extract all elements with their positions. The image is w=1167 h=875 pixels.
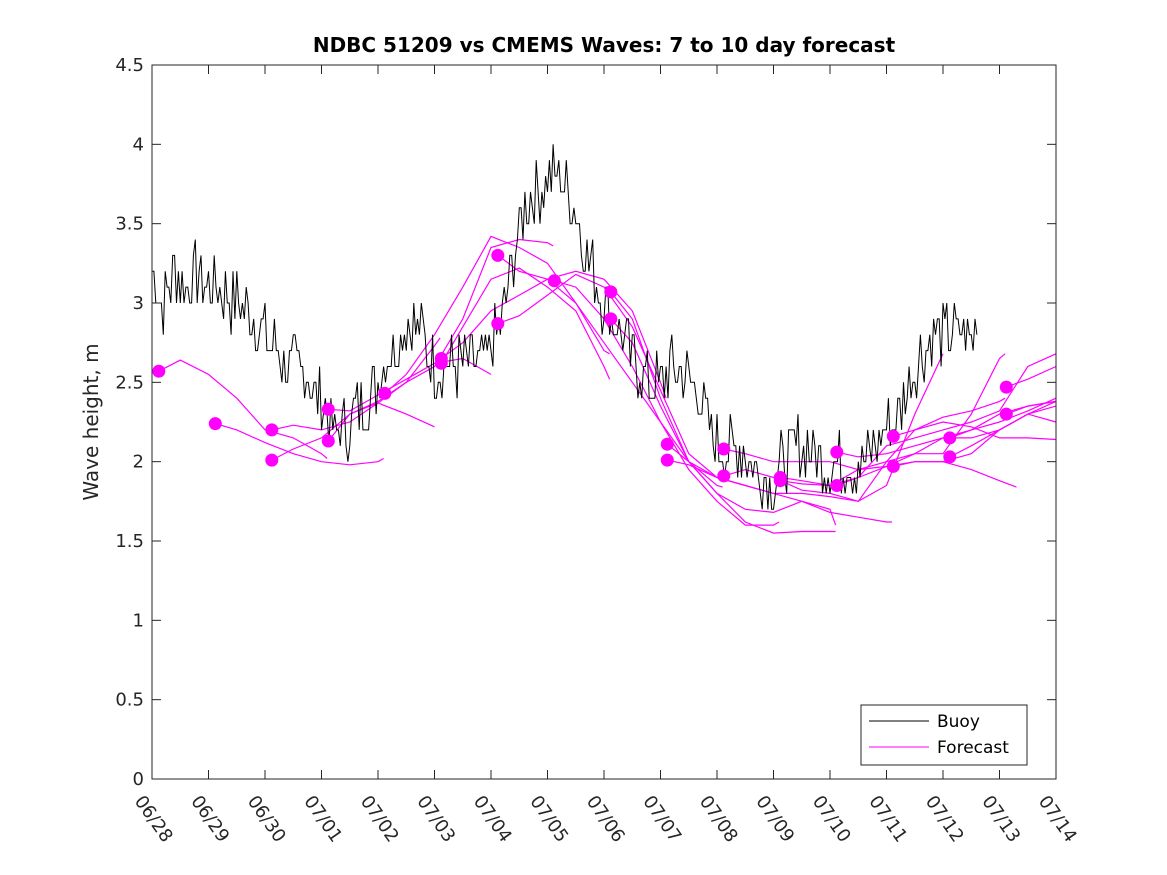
forecast-start-point — [717, 442, 731, 456]
x-tick-label: 07/05 — [525, 792, 572, 847]
y-tick-label: 1 — [133, 610, 144, 631]
forecast-start-point — [886, 429, 900, 443]
x-tick-label: 07/11 — [864, 792, 911, 847]
forecast-line — [497, 254, 723, 488]
forecast-start-point — [773, 474, 787, 488]
forecast-start-point — [321, 402, 335, 416]
forecast-start-point — [321, 434, 335, 448]
forecast-start-point — [717, 469, 731, 483]
x-tick-label: 07/03 — [412, 792, 459, 847]
forecast-start-point — [604, 312, 618, 326]
forecast-line — [271, 402, 435, 461]
x-tick-label: 07/07 — [638, 792, 685, 847]
forecast-line — [497, 273, 723, 482]
chart-title: NDBC 51209 vs CMEMS Waves: 7 to 10 day f… — [313, 33, 896, 57]
legend-box — [860, 704, 1028, 766]
forecast-start-point — [999, 407, 1013, 421]
forecast-start-point — [943, 450, 957, 464]
forecast-line — [384, 235, 610, 394]
forecast-line — [893, 421, 1057, 441]
x-tick-label: 07/09 — [751, 792, 798, 847]
legend-buoy-label: Buoy — [937, 712, 980, 732]
forecast-start-point — [208, 417, 222, 431]
forecast-line — [215, 423, 384, 466]
forecast-line — [893, 461, 1017, 488]
forecast-line — [554, 280, 780, 526]
forecast-line — [327, 238, 554, 442]
x-tick-label: 06/29 — [186, 792, 233, 847]
forecast-start-point — [999, 380, 1013, 394]
plot-area-frame — [151, 64, 1057, 780]
forecast-line — [666, 443, 893, 523]
x-tick-label: 07/14 — [1034, 792, 1081, 847]
x-tick-label: 07/13 — [977, 792, 1024, 847]
y-tick-label: 2 — [133, 452, 144, 473]
x-tick-label: 07/08 — [695, 792, 742, 847]
x-tick-label: 07/01 — [299, 792, 346, 847]
forecast-line — [949, 400, 1057, 439]
y-tick-label: 4 — [133, 134, 144, 155]
forecast-start-point — [434, 352, 448, 365]
y-axis-label: Wave height, m — [79, 343, 103, 500]
forecast-line — [723, 353, 1006, 471]
y-axis-ticks: 0 0.5 1 1.5 2 2.5 3 3.5 4 4.5 — [115, 55, 1056, 790]
y-tick-label: 0 — [133, 769, 144, 790]
forecast-start-point — [886, 459, 900, 473]
forecast-start-point — [943, 431, 957, 445]
forecast-line — [158, 359, 328, 459]
x-tick-label: 07/02 — [356, 792, 403, 847]
forecast-start-markers — [152, 248, 1013, 492]
forecast-start-point — [265, 423, 279, 437]
forecast-start-point — [604, 285, 618, 299]
forecast-start-point — [547, 274, 561, 288]
y-tick-label: 3.5 — [115, 214, 144, 235]
y-tick-label: 0.5 — [115, 690, 144, 711]
forecast-start-point — [265, 453, 279, 467]
forecast-line — [1006, 365, 1057, 388]
x-tick-label: 06/30 — [243, 792, 290, 847]
forecast-start-point — [660, 437, 674, 451]
forecast-line — [610, 318, 837, 526]
legend: Buoy Forecast — [860, 704, 1028, 766]
forecast-line — [1006, 400, 1057, 415]
forecast-line — [440, 270, 667, 399]
forecast-start-point — [830, 479, 844, 492]
forecast-start-point — [491, 248, 505, 262]
forecast-line — [780, 353, 1057, 487]
buoy-line — [152, 144, 978, 510]
y-tick-label: 2.5 — [115, 372, 144, 393]
y-tick-label: 4.5 — [115, 55, 144, 76]
forecast-start-point — [152, 364, 166, 378]
x-tick-label: 07/06 — [582, 792, 629, 847]
forecast-line — [949, 400, 1057, 458]
x-tick-label: 06/28 — [130, 792, 177, 847]
x-tick-label: 07/12 — [921, 792, 968, 847]
x-tick-label: 07/10 — [808, 792, 855, 847]
forecast-start-point — [491, 317, 505, 331]
forecast-line — [723, 397, 1006, 502]
legend-forecast-label: Forecast — [937, 738, 1009, 758]
y-tick-label: 1.5 — [115, 531, 144, 552]
x-tick-label: 07/04 — [469, 792, 516, 847]
forecast-line — [440, 267, 611, 380]
forecast-series — [158, 235, 1057, 534]
forecast-start-point — [830, 445, 844, 459]
buoy-series — [152, 144, 978, 510]
forecast-start-point — [378, 386, 392, 400]
forecast-start-point — [660, 453, 674, 467]
forecast-line — [271, 337, 441, 431]
y-tick-label: 3 — [133, 293, 144, 314]
